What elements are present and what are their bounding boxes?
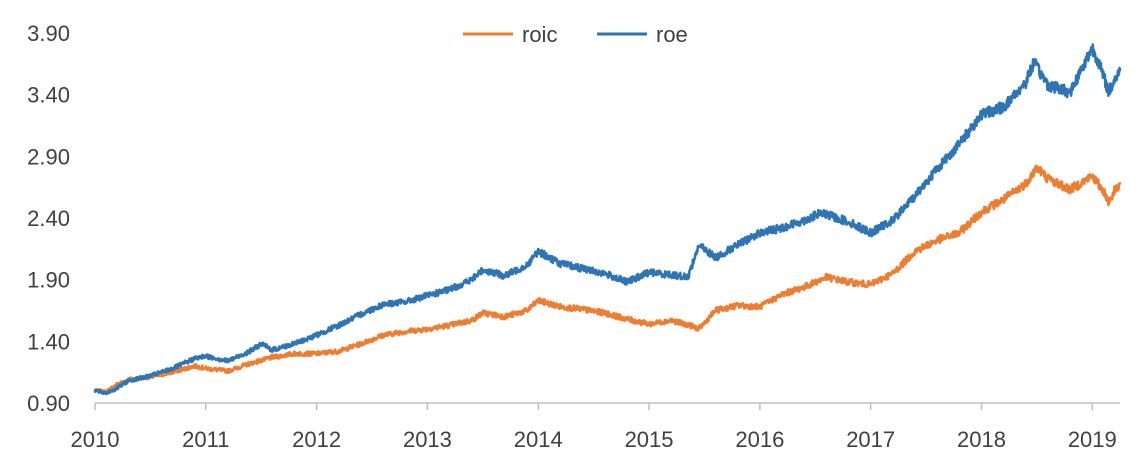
- series-line-roe: [93, 43, 1122, 396]
- x-tick-label: 2015: [625, 427, 674, 452]
- x-tick-label: 2016: [735, 427, 784, 452]
- y-tick-label: 0.90: [27, 391, 70, 416]
- legend: roic roe: [463, 22, 688, 47]
- legend-label: roe: [656, 22, 688, 47]
- x-tick-label: 2014: [514, 427, 563, 452]
- x-axis: 2010 2011 2012 2013 2014 2015 2016 2017 2018 2019: [71, 402, 1120, 452]
- series-line-roic: [93, 164, 1122, 395]
- series-layer: [93, 43, 1122, 396]
- y-tick-label: 2.40: [27, 206, 70, 231]
- x-tick-label: 2018: [957, 427, 1006, 452]
- y-axis: 0.90 1.40 1.90 2.40 2.90 3.40 3.90: [27, 21, 70, 416]
- x-tick-label: 2010: [71, 427, 120, 452]
- y-tick-label: 2.90: [27, 144, 70, 169]
- legend-item-roe: roe: [597, 22, 688, 47]
- x-tick-label: 2011: [182, 427, 229, 452]
- y-tick-label: 1.90: [27, 268, 70, 293]
- y-tick-label: 3.90: [27, 21, 70, 46]
- x-tick-label: 2012: [292, 427, 341, 452]
- x-tick-label: 2017: [846, 427, 895, 452]
- y-tick-label: 3.40: [27, 83, 70, 108]
- y-tick-label: 1.40: [27, 329, 70, 354]
- legend-label: roic: [522, 22, 557, 47]
- x-tick-label: 2013: [403, 427, 452, 452]
- x-tick-label: 2019: [1068, 427, 1117, 452]
- legend-item-roic: roic: [463, 22, 557, 47]
